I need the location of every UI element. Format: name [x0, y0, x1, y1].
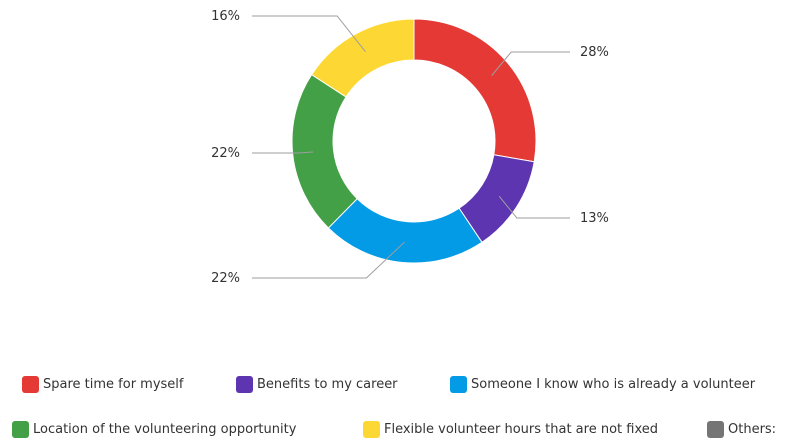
- leader-line-flexible-volunteer-hours-that-are-not-fixed: [252, 15, 366, 53]
- legend-swatch-someone-i-know: [450, 376, 467, 393]
- leader-line-benefits-to-my-career: [498, 195, 570, 219]
- legend-item-spare-time[interactable]: Spare time for myself: [22, 376, 184, 393]
- legend-item-career[interactable]: Benefits to my career: [236, 376, 398, 393]
- legend-item-location[interactable]: Location of the volunteering opportunity: [12, 421, 296, 438]
- legend-label-spare-time: Spare time for myself: [43, 377, 184, 392]
- data-label-location-of-the-volunteering-opportunity: 22%: [211, 146, 240, 161]
- leader-line-location-of-the-volunteering-opportunity: [252, 151, 314, 154]
- leader-line-spare-time-for-myself: [491, 51, 570, 76]
- slice-location-of-the-volunteering-opportunity[interactable]: [291, 73, 358, 229]
- legend-swatch-spare-time: [22, 376, 39, 393]
- legend-label-flexible-hours: Flexible volunteer hours that are not fi…: [384, 422, 658, 437]
- data-label-flexible-volunteer-hours-that-are-not-fixed: 16%: [211, 9, 240, 24]
- legend-swatch-career: [236, 376, 253, 393]
- slice-someone-i-know-who-is-already-a-volunteer[interactable]: [327, 198, 483, 264]
- data-label-someone-i-know-who-is-already-a-volunteer: 22%: [211, 271, 240, 286]
- legend-item-someone-i-know[interactable]: Someone I know who is already a voluntee…: [450, 376, 755, 393]
- legend-item-others[interactable]: Others:: [707, 421, 776, 438]
- data-label-benefits-to-my-career: 13%: [580, 211, 609, 226]
- legend-label-career: Benefits to my career: [257, 377, 398, 392]
- legend-label-others: Others:: [728, 422, 777, 437]
- legend-label-location: Location of the volunteering opportunity: [33, 422, 297, 437]
- slice-spare-time-for-myself[interactable]: [413, 18, 537, 163]
- leader-line-someone-i-know-who-is-already-a-volunteer: [252, 241, 405, 279]
- slice-flexible-volunteer-hours-that-are-not-fixed[interactable]: [310, 18, 415, 98]
- legend-swatch-others: [707, 421, 724, 438]
- data-label-spare-time-for-myself: 28%: [580, 45, 609, 60]
- legend-item-flexible-hours[interactable]: Flexible volunteer hours that are not fi…: [363, 421, 658, 438]
- legend-swatch-flexible-hours: [363, 421, 380, 438]
- legend-label-someone-i-know: Someone I know who is already a voluntee…: [471, 377, 756, 392]
- legend-swatch-location: [12, 421, 29, 438]
